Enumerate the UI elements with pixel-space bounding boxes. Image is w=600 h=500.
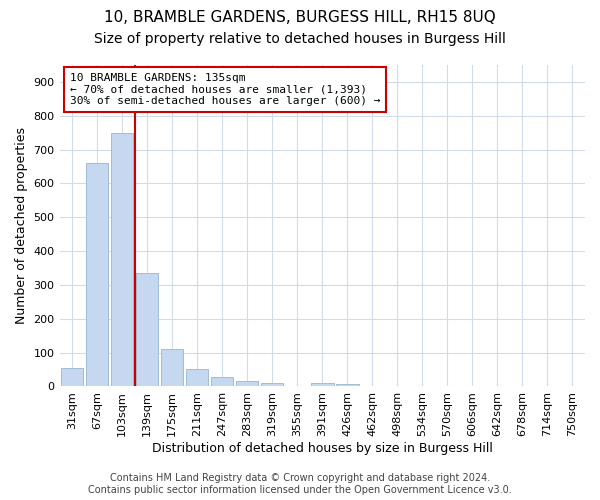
Text: Size of property relative to detached houses in Burgess Hill: Size of property relative to detached ho… bbox=[94, 32, 506, 46]
Bar bbox=[61, 368, 83, 386]
Bar bbox=[86, 163, 109, 386]
Text: Contains HM Land Registry data © Crown copyright and database right 2024.
Contai: Contains HM Land Registry data © Crown c… bbox=[88, 474, 512, 495]
Bar bbox=[311, 383, 334, 386]
Bar bbox=[161, 349, 184, 387]
Y-axis label: Number of detached properties: Number of detached properties bbox=[15, 127, 28, 324]
X-axis label: Distribution of detached houses by size in Burgess Hill: Distribution of detached houses by size … bbox=[152, 442, 493, 455]
Bar bbox=[261, 383, 283, 386]
Text: 10 BRAMBLE GARDENS: 135sqm
← 70% of detached houses are smaller (1,393)
30% of s: 10 BRAMBLE GARDENS: 135sqm ← 70% of deta… bbox=[70, 73, 380, 106]
Text: 10, BRAMBLE GARDENS, BURGESS HILL, RH15 8UQ: 10, BRAMBLE GARDENS, BURGESS HILL, RH15 … bbox=[104, 10, 496, 25]
Bar bbox=[111, 132, 133, 386]
Bar bbox=[336, 384, 359, 386]
Bar bbox=[186, 369, 208, 386]
Bar bbox=[211, 378, 233, 386]
Bar bbox=[136, 273, 158, 386]
Bar bbox=[236, 382, 259, 386]
